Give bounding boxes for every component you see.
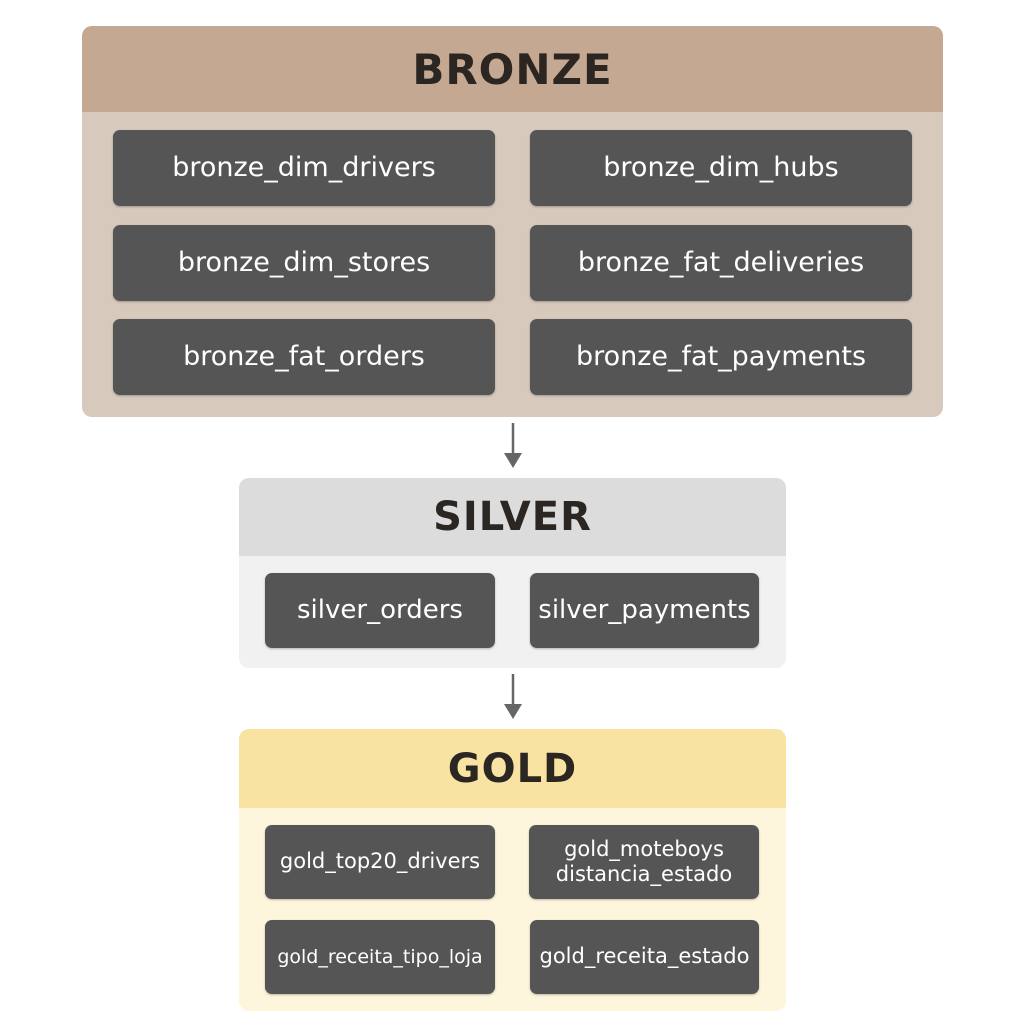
table-gold-moteboys-distancia-estado[interactable]: gold_moteboys distancia_estado xyxy=(529,825,759,899)
gold-layer-body: gold_top20_drivers gold_moteboys distanc… xyxy=(239,808,786,1011)
table-gold-top20-drivers[interactable]: gold_top20_drivers xyxy=(265,825,495,899)
table-label: bronze_dim_drivers xyxy=(172,151,436,183)
table-bronze-dim-stores[interactable]: bronze_dim_stores xyxy=(113,225,495,301)
gold-layer: GOLD gold_top20_drivers gold_moteboys di… xyxy=(239,729,786,1011)
gold-layer-header: GOLD xyxy=(239,729,786,808)
table-label: gold_receita_estado xyxy=(539,944,750,969)
silver-layer-title: SILVER xyxy=(433,494,592,540)
table-label-line1: gold_moteboys xyxy=(564,836,724,861)
table-silver-orders[interactable]: silver_orders xyxy=(265,573,495,648)
silver-layer: SILVER silver_orders silver_payments xyxy=(239,478,786,668)
table-label: bronze_dim_stores xyxy=(177,246,431,278)
table-bronze-dim-hubs[interactable]: bronze_dim_hubs xyxy=(530,130,912,206)
table-label: silver_payments xyxy=(538,594,751,625)
bronze-layer-body: bronze_dim_drivers bronze_dim_hubs bronz… xyxy=(82,112,943,417)
table-label: bronze_fat_payments xyxy=(575,340,867,372)
table-label: bronze_fat_deliveries xyxy=(577,246,865,278)
arrow-down-icon xyxy=(504,674,522,719)
table-label: bronze_dim_hubs xyxy=(603,151,839,183)
table-label: gold_top20_drivers xyxy=(279,849,481,874)
bronze-layer-header: BRONZE xyxy=(82,26,943,112)
arrow-down-icon xyxy=(504,423,522,468)
silver-layer-header: SILVER xyxy=(239,478,786,556)
table-bronze-dim-drivers[interactable]: bronze_dim_drivers xyxy=(113,130,495,206)
gold-layer-title: GOLD xyxy=(447,745,578,792)
bronze-layer: BRONZE bronze_dim_drivers bronze_dim_hub… xyxy=(82,26,943,417)
bronze-layer-title: BRONZE xyxy=(412,44,613,94)
table-label-line2: distancia_estado xyxy=(555,862,733,886)
table-label: bronze_fat_orders xyxy=(183,340,425,372)
table-label: silver_orders xyxy=(297,594,463,625)
table-gold-receita-tipo-loja[interactable]: gold_receita_tipo_loja xyxy=(265,920,495,994)
table-silver-payments[interactable]: silver_payments xyxy=(530,573,759,648)
table-label: gold_receita_tipo_loja xyxy=(277,945,483,968)
table-bronze-fat-orders[interactable]: bronze_fat_orders xyxy=(113,319,495,395)
table-bronze-fat-deliveries[interactable]: bronze_fat_deliveries xyxy=(530,225,912,301)
silver-layer-body: silver_orders silver_payments xyxy=(239,556,786,668)
table-gold-receita-estado[interactable]: gold_receita_estado xyxy=(530,920,759,994)
table-bronze-fat-payments[interactable]: bronze_fat_payments xyxy=(530,319,912,395)
